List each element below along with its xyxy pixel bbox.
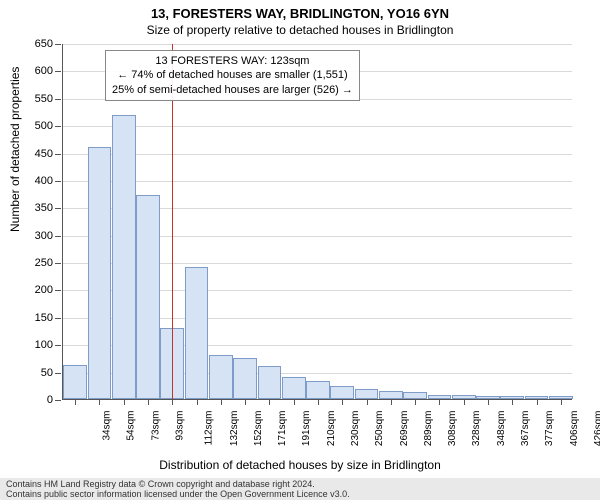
x-tick: [269, 399, 270, 405]
y-tick-label: 50: [41, 367, 63, 379]
histogram-bar: [136, 195, 160, 399]
x-tick: [124, 399, 125, 405]
x-tick: [512, 399, 513, 405]
annotation-line: 25% of semi-detached houses are larger (…: [112, 83, 353, 97]
y-tick-label: 450: [35, 148, 63, 160]
x-tick: [415, 399, 416, 405]
y-tick-label: 300: [35, 230, 63, 242]
y-tick-label: 150: [35, 312, 63, 324]
x-tick-label: 230sqm: [350, 411, 361, 447]
x-tick-label: 34sqm: [102, 411, 113, 441]
histogram-bar: [112, 115, 136, 399]
x-tick: [99, 399, 100, 405]
chart-area: 0501001502002503003504004505005506006503…: [62, 44, 572, 400]
x-tick-label: 269sqm: [399, 411, 410, 447]
x-tick: [367, 399, 368, 405]
x-tick-label: 210sqm: [326, 411, 337, 447]
footer-line-1: Contains HM Land Registry data © Crown c…: [6, 479, 594, 489]
x-tick-label: 93sqm: [175, 411, 186, 441]
histogram-bar: [306, 381, 330, 399]
x-tick-label: 171sqm: [277, 411, 288, 447]
histogram-bar: [452, 395, 476, 399]
histogram-bar: [500, 396, 524, 399]
y-tick-label: 250: [35, 257, 63, 269]
x-tick-label: 348sqm: [496, 411, 507, 447]
histogram-bar: [549, 396, 573, 399]
x-tick: [318, 399, 319, 405]
x-tick-label: 112sqm: [204, 411, 215, 446]
y-tick-label: 600: [35, 65, 63, 77]
gridline: [63, 44, 572, 45]
x-tick: [342, 399, 343, 405]
histogram-bar: [185, 267, 209, 399]
x-tick-label: 152sqm: [253, 411, 264, 447]
y-axis-label: Number of detached properties: [8, 67, 22, 232]
histogram-bar: [403, 392, 427, 399]
x-tick-label: 289sqm: [423, 411, 434, 447]
x-tick: [391, 399, 392, 405]
footer: Contains HM Land Registry data © Crown c…: [0, 478, 600, 500]
histogram-bar: [379, 391, 403, 399]
histogram-bar: [233, 358, 257, 399]
annotation-box: 13 FORESTERS WAY: 123sqm← 74% of detache…: [105, 50, 360, 101]
annotation-line: ← 74% of detached houses are smaller (1,…: [112, 68, 353, 82]
x-axis-label: Distribution of detached houses by size …: [0, 458, 600, 472]
y-tick-label: 100: [35, 339, 63, 351]
histogram-bar: [428, 395, 452, 399]
x-tick: [537, 399, 538, 405]
x-tick-label: 367sqm: [520, 411, 531, 447]
x-tick: [148, 399, 149, 405]
histogram-bar: [355, 389, 379, 399]
gridline: [63, 154, 572, 155]
x-tick-label: 328sqm: [472, 411, 483, 447]
histogram-bar: [330, 386, 354, 399]
histogram-bar: [282, 377, 306, 399]
x-tick: [294, 399, 295, 405]
x-tick-label: 377sqm: [544, 411, 555, 447]
x-tick-label: 191sqm: [302, 411, 313, 447]
x-tick: [561, 399, 562, 405]
x-tick-label: 406sqm: [569, 411, 580, 447]
x-tick: [464, 399, 465, 405]
x-tick-label: 132sqm: [229, 411, 240, 447]
histogram-bar: [258, 366, 282, 399]
x-tick-label: 308sqm: [447, 411, 458, 447]
page-subtitle: Size of property relative to detached ho…: [0, 21, 600, 43]
annotation-line: 13 FORESTERS WAY: 123sqm: [112, 54, 353, 68]
histogram-bar: [525, 396, 549, 399]
x-tick-label: 250sqm: [374, 411, 385, 447]
histogram-bar: [209, 355, 233, 399]
x-tick: [245, 399, 246, 405]
x-tick: [221, 399, 222, 405]
x-tick: [439, 399, 440, 405]
x-tick: [488, 399, 489, 405]
x-tick-label: 54sqm: [126, 411, 137, 441]
y-tick-label: 0: [47, 394, 63, 406]
y-tick-label: 200: [35, 284, 63, 296]
x-tick-label: 426sqm: [593, 411, 600, 447]
y-tick-label: 550: [35, 93, 63, 105]
y-tick-label: 650: [35, 38, 63, 50]
x-tick: [75, 399, 76, 405]
histogram-bar: [88, 147, 112, 399]
y-tick-label: 400: [35, 175, 63, 187]
footer-line-2: Contains public sector information licen…: [6, 489, 594, 499]
page-title: 13, FORESTERS WAY, BRIDLINGTON, YO16 6YN: [0, 0, 600, 21]
gridline: [63, 181, 572, 182]
plot-region: 0501001502002503003504004505005506006503…: [62, 44, 572, 400]
x-tick: [197, 399, 198, 405]
x-tick: [172, 399, 173, 405]
histogram-bar: [476, 396, 500, 399]
gridline: [63, 126, 572, 127]
histogram-bar: [63, 365, 87, 399]
y-tick-label: 500: [35, 120, 63, 132]
x-tick-label: 73sqm: [150, 411, 161, 441]
y-tick-label: 350: [35, 202, 63, 214]
